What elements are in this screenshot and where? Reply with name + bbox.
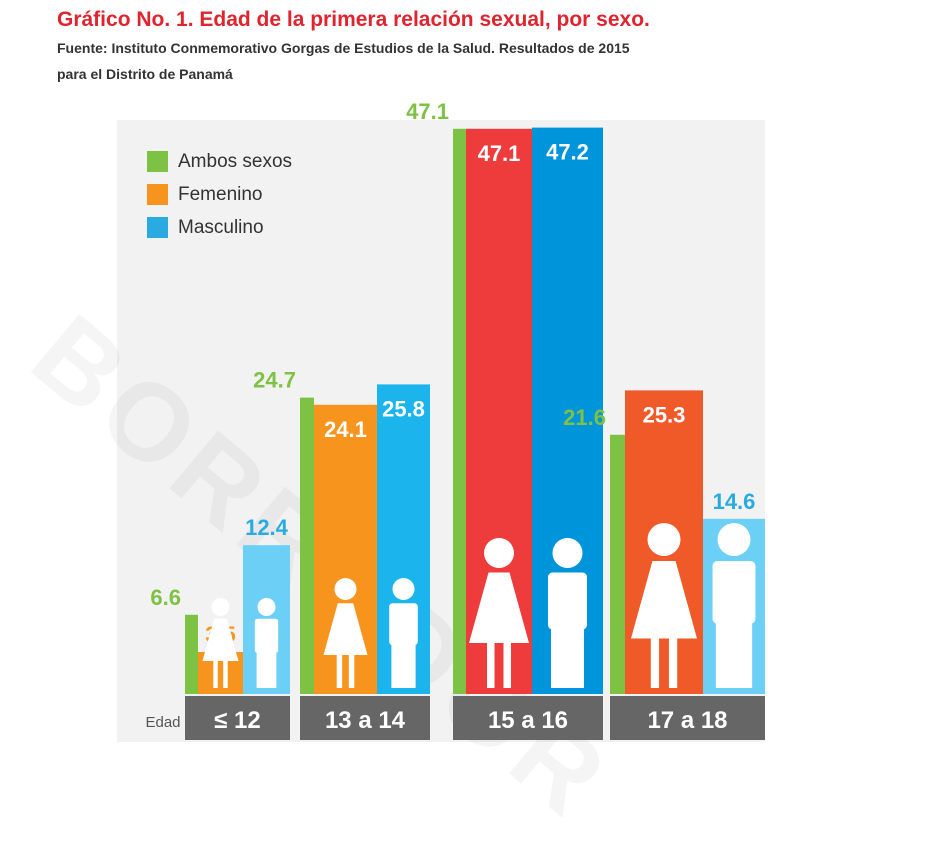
- male-figure-head: [717, 523, 751, 556]
- data-label: 21.6: [563, 405, 606, 430]
- legend-label: Femenino: [178, 183, 263, 205]
- bar: [185, 614, 198, 694]
- data-label: 47.2: [546, 140, 589, 165]
- data-label: 47.1: [406, 99, 449, 124]
- bar: [610, 434, 625, 694]
- legend-label: Ambos sexos: [178, 150, 293, 172]
- bar: [453, 128, 466, 695]
- axis-category-band: [453, 696, 603, 740]
- legend-item: Femenino: [147, 178, 292, 211]
- axis-tick-label: 13 a 14: [325, 707, 406, 734]
- male-figure-head: [552, 538, 583, 568]
- legend-swatch: [147, 184, 168, 205]
- data-label: 25.3: [643, 402, 686, 427]
- female-figure-leg: [650, 638, 660, 688]
- axis-tick-label: ≤ 12: [214, 707, 261, 734]
- legend-swatch: [147, 217, 168, 238]
- male-figure-body: [254, 618, 279, 653]
- axis-category-band: [300, 696, 430, 740]
- male-figure-legs: [715, 620, 753, 688]
- male-figure-legs: [551, 626, 584, 688]
- male-figure-body: [712, 560, 756, 624]
- male-figure-head: [392, 578, 415, 600]
- female-figure-dress: [323, 603, 368, 655]
- female-figure-head: [647, 523, 681, 556]
- x-axis-label: Edad: [145, 714, 180, 731]
- chart-title: Gráfico No. 1. Edad de la primera relaci…: [57, 8, 650, 31]
- axis-tick-label: 17 a 18: [647, 707, 727, 734]
- legend-swatch: [147, 151, 168, 172]
- male-figure-legs: [256, 651, 277, 688]
- legend-item: Ambos sexos: [147, 145, 292, 178]
- axis-category-band: [610, 696, 765, 740]
- axis-category-band: [185, 696, 290, 740]
- female-figure-leg: [503, 643, 511, 688]
- male-figure-legs: [391, 642, 416, 688]
- axis-tick-label: 15 a 16: [488, 707, 568, 734]
- female-figure-head: [211, 598, 230, 616]
- data-label: 24.1: [324, 417, 367, 442]
- female-figure-leg: [223, 661, 228, 688]
- male-figure-body: [548, 572, 587, 630]
- data-label: 12.4: [245, 515, 289, 540]
- male-figure-head: [257, 598, 276, 616]
- female-figure-leg: [213, 661, 218, 688]
- male-figure-body: [389, 603, 418, 646]
- bar: [300, 397, 314, 694]
- female-figure-leg: [668, 638, 678, 688]
- female-figure-dress: [631, 560, 697, 639]
- data-label: 47.1: [478, 141, 521, 166]
- female-figure-dress: [469, 572, 529, 643]
- female-figure-dress: [202, 618, 239, 661]
- female-figure-leg: [487, 643, 495, 688]
- female-figure-head: [484, 538, 514, 568]
- data-label: 6.6: [150, 585, 181, 610]
- chart-source-2: para el Distrito de Panamá: [57, 66, 233, 82]
- legend-label: Masculino: [178, 216, 264, 238]
- data-label: 14.6: [713, 489, 756, 514]
- data-label: 24.7: [253, 368, 296, 393]
- legend: Ambos sexos Femenino Masculino: [147, 145, 292, 244]
- legend-item: Masculino: [147, 211, 292, 244]
- female-figure-leg: [348, 655, 355, 688]
- female-figure-head: [334, 578, 357, 600]
- data-label: 25.8: [382, 396, 425, 421]
- female-figure-leg: [336, 655, 343, 688]
- chart-source: Fuente: Instituto Conmemorativo Gorgas d…: [57, 40, 630, 56]
